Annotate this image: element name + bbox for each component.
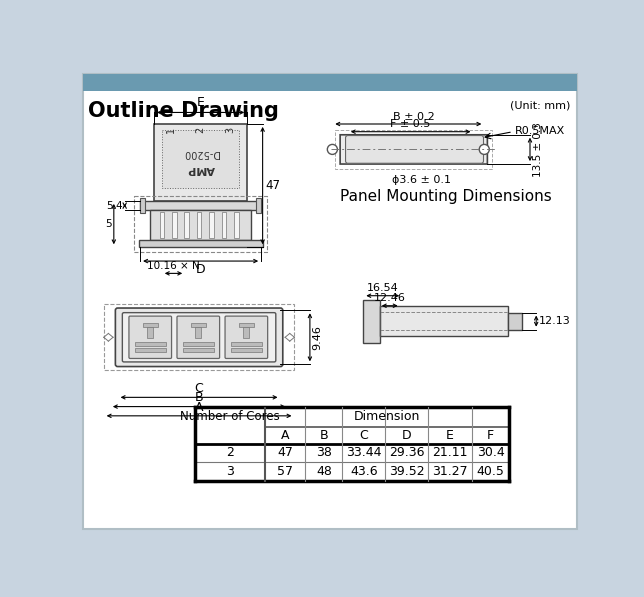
- Text: Dimension: Dimension: [354, 410, 420, 423]
- FancyBboxPatch shape: [177, 316, 220, 358]
- Bar: [234, 212, 238, 238]
- Bar: [209, 212, 214, 238]
- Bar: [104, 304, 294, 370]
- Bar: [234, 212, 238, 238]
- Text: E: E: [196, 96, 205, 109]
- Text: A: A: [195, 401, 204, 414]
- Bar: [172, 212, 176, 238]
- Bar: [336, 130, 492, 169]
- Text: B ± 0.2: B ± 0.2: [393, 112, 435, 122]
- Bar: [184, 212, 189, 238]
- FancyBboxPatch shape: [225, 316, 268, 358]
- Text: C: C: [359, 429, 368, 442]
- Text: 39.52: 39.52: [389, 465, 424, 478]
- Bar: [140, 201, 261, 210]
- Text: 43.6: 43.6: [350, 465, 377, 478]
- Circle shape: [327, 144, 337, 155]
- Bar: [195, 407, 509, 481]
- Bar: [142, 324, 158, 327]
- Text: D: D: [402, 429, 412, 442]
- Bar: [231, 348, 262, 352]
- Text: 10.16 × N: 10.16 × N: [147, 261, 200, 271]
- Text: D: D: [196, 263, 205, 276]
- FancyBboxPatch shape: [122, 313, 276, 362]
- Bar: [197, 212, 202, 238]
- Bar: [135, 348, 166, 352]
- Bar: [147, 327, 153, 338]
- FancyBboxPatch shape: [115, 308, 283, 367]
- Bar: [183, 348, 214, 352]
- Bar: [140, 198, 145, 213]
- Text: (Unit: mm): (Unit: mm): [510, 101, 571, 111]
- Bar: [160, 212, 164, 238]
- Text: 38: 38: [316, 447, 332, 459]
- Text: 3: 3: [225, 127, 235, 133]
- Text: 16.54: 16.54: [367, 284, 399, 293]
- Bar: [183, 342, 214, 346]
- Text: 47: 47: [277, 447, 293, 459]
- FancyBboxPatch shape: [346, 136, 484, 163]
- Circle shape: [479, 144, 489, 155]
- Text: 1: 1: [166, 127, 176, 133]
- Bar: [162, 130, 240, 188]
- Text: 9.46: 9.46: [312, 325, 322, 350]
- Bar: [184, 212, 189, 238]
- Bar: [508, 313, 522, 330]
- Text: E: E: [446, 429, 454, 442]
- Text: 57: 57: [277, 465, 293, 478]
- Bar: [172, 212, 176, 238]
- Text: Number of Cores: Number of Cores: [180, 410, 280, 423]
- Text: 13.5 ± 0.3: 13.5 ± 0.3: [533, 122, 543, 177]
- Text: 5.4: 5.4: [106, 201, 122, 211]
- Text: 12.13: 12.13: [538, 316, 571, 326]
- Bar: [381, 306, 508, 336]
- Text: 33.44: 33.44: [346, 447, 381, 459]
- Text: 5: 5: [105, 219, 111, 229]
- Text: 2: 2: [226, 447, 234, 459]
- Text: F ± 0.5: F ± 0.5: [390, 119, 430, 130]
- Text: R0.5MAX: R0.5MAX: [515, 126, 565, 136]
- Bar: [135, 342, 166, 346]
- Bar: [154, 124, 247, 201]
- Text: Panel Mounting Dimensions: Panel Mounting Dimensions: [340, 189, 552, 204]
- Text: B: B: [319, 429, 328, 442]
- Bar: [363, 300, 381, 343]
- Text: 30.4: 30.4: [477, 447, 504, 459]
- Text: 40.5: 40.5: [477, 465, 504, 478]
- Text: A: A: [281, 429, 289, 442]
- Text: ϕ3.6 ± 0.1: ϕ3.6 ± 0.1: [392, 175, 451, 185]
- Bar: [256, 198, 261, 213]
- Text: 12.46: 12.46: [374, 293, 406, 303]
- Text: 21.11: 21.11: [432, 447, 468, 459]
- Bar: [231, 342, 262, 346]
- Bar: [83, 74, 577, 91]
- FancyBboxPatch shape: [340, 135, 488, 164]
- Bar: [222, 212, 226, 238]
- Bar: [138, 239, 263, 247]
- Bar: [160, 212, 164, 238]
- Bar: [197, 212, 202, 238]
- Text: B: B: [194, 391, 204, 404]
- Text: D-5200: D-5200: [183, 148, 218, 158]
- Text: 2: 2: [196, 127, 205, 133]
- Text: 31.27: 31.27: [432, 465, 468, 478]
- Text: 3: 3: [226, 465, 234, 478]
- Bar: [134, 196, 267, 252]
- Text: F: F: [487, 429, 494, 442]
- Text: 47: 47: [265, 179, 280, 192]
- Bar: [222, 212, 226, 238]
- Text: 29.36: 29.36: [389, 447, 424, 459]
- Text: C: C: [194, 382, 204, 395]
- Text: 48: 48: [316, 465, 332, 478]
- Bar: [191, 324, 206, 327]
- Bar: [209, 212, 214, 238]
- Bar: [195, 327, 202, 338]
- Bar: [150, 210, 251, 239]
- Bar: [238, 324, 254, 327]
- FancyBboxPatch shape: [129, 316, 171, 358]
- Text: Outline Drawing: Outline Drawing: [88, 101, 279, 121]
- Bar: [243, 327, 249, 338]
- Text: AMP: AMP: [187, 164, 214, 174]
